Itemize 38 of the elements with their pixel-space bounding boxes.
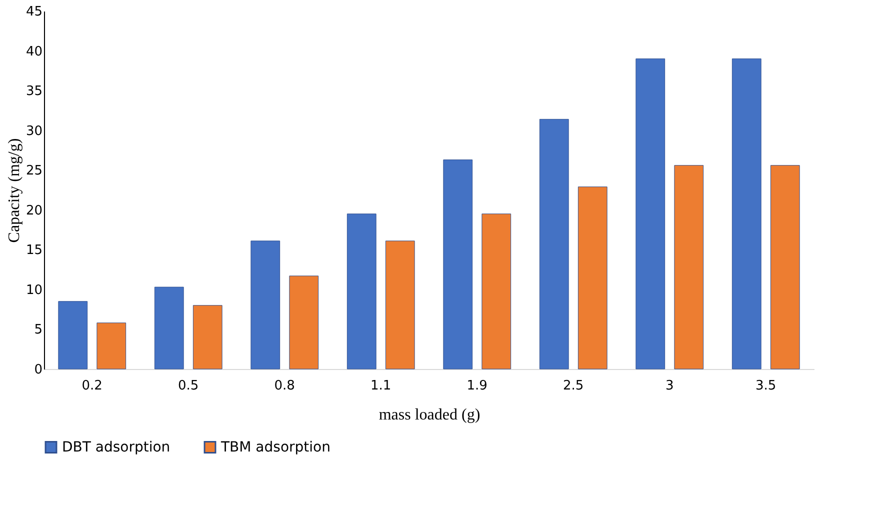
bar — [539, 118, 569, 370]
bar — [192, 305, 222, 370]
x-tick-label: 2.5 — [563, 378, 584, 394]
x-tick-label: 3.5 — [756, 378, 776, 394]
bar — [636, 58, 666, 370]
y-axis-title: Capacity (mg/g) — [6, 138, 23, 243]
bar — [289, 276, 319, 370]
y-tick-label: 25 — [26, 164, 42, 179]
x-tick-label: 3 — [665, 378, 674, 394]
y-tick-label: 20 — [26, 203, 42, 218]
legend-label: DBT adsorption — [62, 439, 170, 456]
bar — [346, 214, 376, 370]
bar — [578, 186, 608, 370]
y-tick-label: 35 — [26, 84, 42, 100]
y-tick-label: 30 — [26, 124, 42, 139]
legend-label: TBM adsorption — [220, 439, 330, 456]
x-tick-label: 0.2 — [82, 378, 102, 394]
y-tick-label: 15 — [26, 243, 42, 258]
x-axis-title: mass loaded (g) — [378, 406, 480, 424]
bar — [770, 165, 800, 370]
bar — [443, 160, 473, 370]
x-tick-label: 1.1 — [370, 378, 392, 394]
bar — [154, 286, 184, 370]
x-tick-label: 0.8 — [274, 378, 295, 394]
bar — [250, 240, 280, 370]
bar — [385, 240, 415, 370]
y-tick-label: 0 — [34, 362, 42, 378]
bar — [482, 214, 512, 370]
bar — [96, 322, 126, 370]
y-tick-label: 45 — [26, 4, 42, 20]
y-tick-label: 40 — [26, 44, 42, 60]
y-tick-label: 10 — [26, 282, 42, 298]
x-tick-label: 1.9 — [466, 378, 488, 394]
x-tick-label: 0.5 — [178, 378, 199, 394]
bar — [732, 58, 762, 370]
bar — [58, 301, 88, 370]
y-tick-label: 5 — [34, 322, 42, 338]
bar — [674, 165, 704, 370]
